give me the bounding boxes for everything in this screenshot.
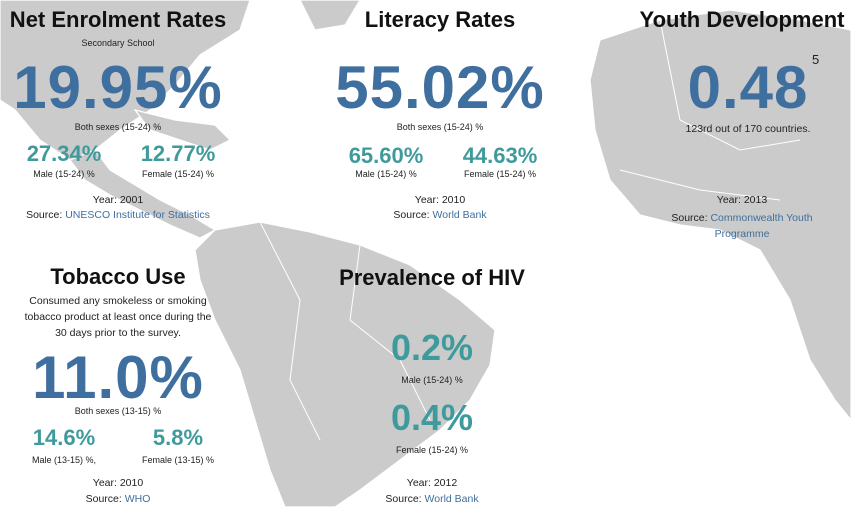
sub-value: 12.77% [140,141,216,166]
sub-value: 5.8% [152,425,204,450]
year: Year: 2012 [406,477,458,489]
source-prefix: Source: [26,209,63,221]
sub-label: Male (15-24) % [33,169,95,179]
panel-subtitle: Secondary School [81,38,155,48]
main-value: 0.48 [687,54,809,121]
main-value: 19.95% [13,54,223,121]
main-label: 123rd out of 170 countries. [685,123,811,135]
sub-label: Female (15-24) % [463,169,537,179]
source-link[interactable]: World Bank [424,493,479,505]
panel-title: Tobacco Use [50,264,186,289]
source-line: Source: Commonwealth Youth Programme [657,210,827,242]
sub-value: 14.6% [32,425,96,450]
source-line: Source: World Bank [393,210,486,221]
main-value: 11.0% [32,344,204,411]
panel-title: Net Enrolment Rates [9,7,227,32]
sub-label: Male (15-24) % [355,169,417,179]
main-label: Both sexes (15-24) % [396,122,484,132]
panel-description: Consumed any smokeless or smoking tobacc… [24,295,212,339]
year: Year: 2001 [92,194,144,206]
panel-title: Prevalence of HIV [339,265,525,290]
superscript: 5 [812,52,820,67]
source-prefix: Source: [393,209,430,221]
panel-title: Youth Development [639,7,845,32]
main-label: Both sexes (13-15) % [74,406,162,416]
year: Year: 2010 [414,194,466,206]
source-link[interactable]: UNESCO Institute for Statistics [65,209,210,221]
source-prefix: Source: [671,212,708,224]
source-line: Source: World Bank [385,494,478,505]
sub-value: 65.60% [348,143,424,168]
source-link[interactable]: World Bank [432,209,487,221]
sub-label: Female (15-24) % [141,169,215,179]
source-prefix: Source: [385,493,422,505]
stat-label: Male (15-24) % [401,375,463,385]
source-line: Source: WHO [86,494,151,505]
source-line: Source: UNESCO Institute for Statistics [26,210,210,221]
panel-title: Literacy Rates [364,7,516,32]
main-label: Both sexes (15-24) % [74,122,162,132]
sub-value: 44.63% [462,143,538,168]
main-value: 55.02% [335,54,545,121]
sub-label: Male (13-15) %, [31,455,97,465]
year: Year: 2013 [716,194,768,206]
stat-value: 0.4% [390,397,474,438]
stat-value: 0.2% [390,327,474,368]
source-link[interactable]: Commonwealth Youth Programme [710,212,813,240]
stat-label: Female (15-24) % [395,445,469,455]
source-prefix: Source: [85,493,122,505]
year: Year: 2010 [92,477,144,489]
sub-value: 27.34% [26,141,102,166]
source-link[interactable]: WHO [124,493,151,505]
sub-label: Female (13-15) % [141,455,215,465]
